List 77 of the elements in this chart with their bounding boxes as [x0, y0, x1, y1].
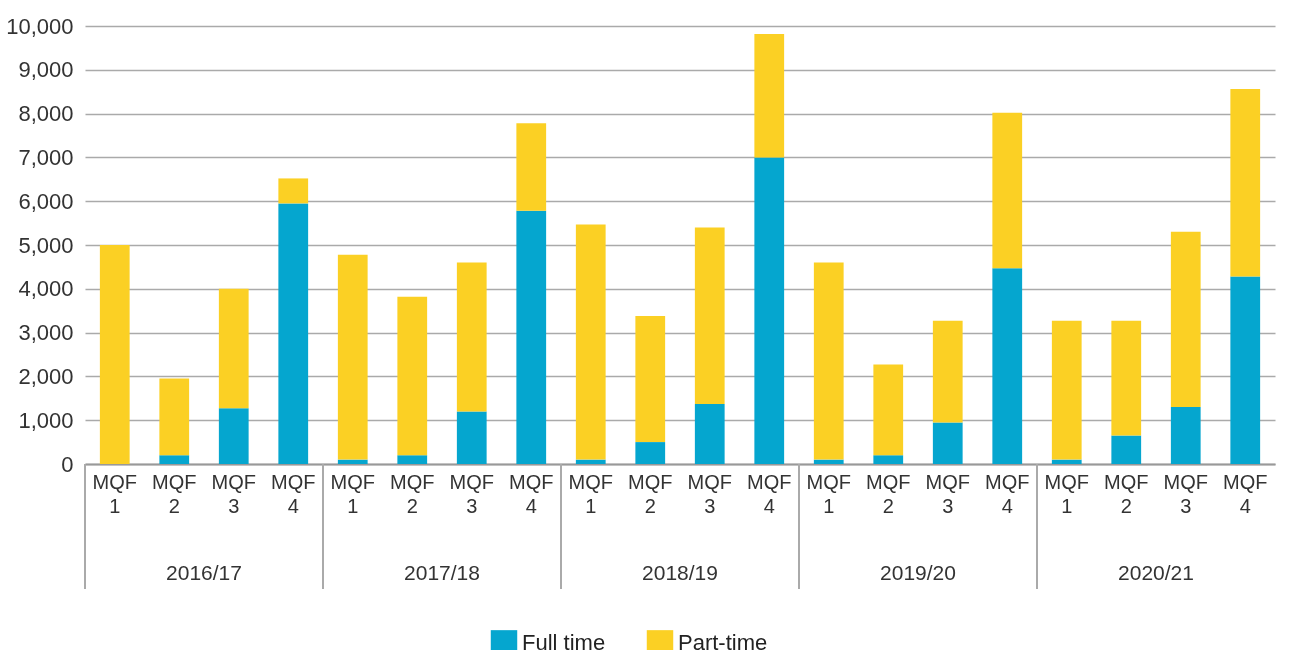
x-tick-label: MQF 1: [568, 470, 613, 517]
bar: [337, 254, 368, 460]
bar: [1051, 320, 1082, 460]
x-tick-label: MQF 3: [449, 470, 494, 517]
bar: [1170, 407, 1201, 464]
bar: [694, 227, 725, 404]
y-tick-label: 5,000: [18, 232, 74, 258]
x-tick-label: MQF 2: [866, 470, 911, 517]
bar: [1111, 435, 1142, 464]
x-tick-label: MQF 2: [152, 470, 197, 517]
bar: [1051, 459, 1082, 464]
bar: [635, 315, 666, 443]
bar: [575, 224, 606, 460]
bar: [932, 422, 963, 464]
bar: [873, 364, 904, 456]
bar: [992, 112, 1023, 269]
bar: [218, 408, 249, 464]
y-tick-label: 3,000: [18, 320, 74, 346]
text: 2018/19: [642, 561, 718, 584]
bar: [159, 378, 190, 456]
text: 2020/21: [1118, 561, 1194, 584]
bar: [337, 459, 368, 464]
legend-label: Part-time: [678, 630, 768, 650]
x-tick-label: MQF 4: [509, 470, 554, 517]
x-tick-label: MQF 3: [925, 470, 970, 517]
bar: [516, 123, 547, 211]
y-tick-label: 7,000: [18, 144, 74, 170]
bar: [99, 245, 130, 464]
bar: [218, 288, 249, 409]
x-tick-label: MQF 4: [985, 470, 1030, 517]
y-tick-label: 6,000: [18, 188, 74, 214]
x-tick-label: MQF 3: [687, 470, 732, 517]
text: 2017/18: [404, 561, 480, 584]
y-tick-label: 2,000: [18, 363, 74, 389]
bar: [278, 178, 309, 204]
x-tick-label: MQF 2: [628, 470, 673, 517]
bar: [397, 296, 428, 456]
bar: [1111, 320, 1142, 436]
bar: [754, 157, 785, 464]
y-tick-label: 9,000: [18, 57, 74, 83]
bar: [992, 268, 1023, 464]
bar: [278, 203, 309, 464]
text: 2019/20: [880, 561, 956, 584]
x-tick-label: MQF 4: [271, 470, 316, 517]
y-tick-label: 8,000: [18, 101, 74, 127]
legend-label: Full time: [522, 630, 606, 650]
bar: [1230, 276, 1261, 464]
x-tick-label: MQF 1: [806, 470, 851, 517]
bar: [932, 320, 963, 423]
bar: [456, 411, 487, 464]
x-tick-label: MQF 4: [1223, 470, 1268, 517]
bar: [575, 459, 606, 464]
y-tick-label: 1,000: [18, 407, 74, 433]
bar: [159, 455, 190, 464]
y-tick-label: 4,000: [18, 276, 74, 302]
bar: [873, 455, 904, 464]
bar: [397, 455, 428, 464]
bar: [754, 33, 785, 158]
bar: [516, 210, 547, 464]
bar: [456, 262, 487, 412]
bar: [635, 442, 666, 464]
bar: [813, 459, 844, 464]
y-tick-label: 0: [61, 451, 74, 477]
y-tick-label: 10,000: [6, 13, 74, 39]
x-tick-label: MQF 3: [1163, 470, 1208, 517]
x-tick-label: MQF 1: [330, 470, 375, 517]
text: 2016/17: [166, 561, 242, 584]
x-tick-label: MQF 2: [1104, 470, 1149, 517]
x-tick-label: MQF 4: [747, 470, 792, 517]
bar: [1170, 231, 1201, 408]
x-tick-label: MQF 2: [390, 470, 435, 517]
x-tick-label: MQF 1: [92, 470, 137, 517]
x-tick-label: MQF 3: [211, 470, 256, 517]
bar: [1230, 89, 1261, 277]
x-tick-label: MQF 1: [1044, 470, 1089, 517]
bar: [813, 262, 844, 460]
bar: [694, 403, 725, 464]
